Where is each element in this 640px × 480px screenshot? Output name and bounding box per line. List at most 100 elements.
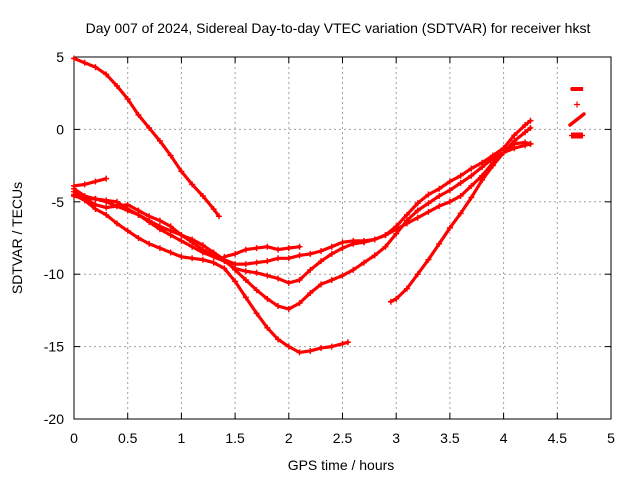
data-point xyxy=(253,310,260,317)
data-point xyxy=(275,255,282,262)
data-point xyxy=(124,227,131,234)
data-point xyxy=(425,208,432,215)
data-point xyxy=(436,193,443,200)
data-point xyxy=(242,276,249,283)
x-tick-label: 0 xyxy=(70,430,78,446)
data-point xyxy=(113,82,120,89)
data-point xyxy=(339,340,346,347)
data-point xyxy=(242,261,249,268)
data-point xyxy=(457,179,464,186)
data-point xyxy=(253,259,260,266)
data-point xyxy=(489,162,496,169)
x-tick-label: 3.5 xyxy=(440,430,460,446)
data-point xyxy=(414,214,421,221)
data-point xyxy=(318,258,325,265)
data-point xyxy=(199,249,206,256)
data-point xyxy=(511,140,518,147)
data-point xyxy=(425,191,432,198)
data-point xyxy=(339,239,346,246)
grid xyxy=(74,57,611,419)
data-point xyxy=(103,197,110,204)
data-point xyxy=(339,245,346,252)
data-point xyxy=(146,219,153,226)
data-point xyxy=(232,250,239,257)
data-point xyxy=(242,246,249,253)
series-4 xyxy=(71,140,534,312)
data-point xyxy=(285,245,292,252)
data-point xyxy=(264,243,271,250)
data-point xyxy=(479,177,486,184)
data-point xyxy=(387,298,394,305)
data-point xyxy=(296,300,303,307)
data-point xyxy=(393,295,400,302)
y-tick-labels: 5 0 -5 -10 -15 -20 xyxy=(44,49,64,427)
data-point xyxy=(275,336,282,343)
data-point xyxy=(318,248,325,255)
x-tick-label: 5 xyxy=(607,430,615,446)
data-point xyxy=(189,236,196,243)
legend-marker xyxy=(570,87,584,91)
data-point xyxy=(479,159,486,166)
series-3 xyxy=(71,191,351,356)
data-point xyxy=(339,272,346,279)
data-point xyxy=(307,347,314,354)
data-point xyxy=(113,198,120,205)
data-point xyxy=(81,181,88,188)
legend-entry xyxy=(569,132,585,139)
series-5 xyxy=(71,117,534,286)
series-7 xyxy=(221,243,303,260)
data-point xyxy=(328,243,335,250)
data-point xyxy=(527,124,534,131)
x-axis-label: GPS time / hours xyxy=(288,457,395,473)
data-point xyxy=(264,272,271,279)
series-layer xyxy=(71,55,534,356)
data-point xyxy=(307,266,314,273)
series-5-line xyxy=(72,119,533,285)
data-point xyxy=(318,281,325,288)
x-tick-label: 0.5 xyxy=(118,430,138,446)
data-point xyxy=(156,226,163,233)
data-point xyxy=(403,285,410,292)
data-point xyxy=(500,149,507,156)
data-point xyxy=(446,178,453,185)
data-point xyxy=(167,249,174,256)
data-point xyxy=(414,271,421,278)
series-6 xyxy=(71,175,110,189)
x-tick-label: 4.5 xyxy=(548,430,568,446)
legend-sample-diagonal xyxy=(568,112,586,127)
data-point xyxy=(178,253,185,260)
y-tick-label: -15 xyxy=(44,339,64,355)
data-point xyxy=(199,193,206,200)
x-tick-labels: 0 0.5 1 1.5 2 2.5 3 3.5 4 4.5 5 xyxy=(70,430,615,446)
series-4-line xyxy=(72,142,533,311)
data-point xyxy=(446,187,453,194)
data-point xyxy=(328,343,335,350)
data-point xyxy=(522,122,529,129)
data-point xyxy=(221,265,228,272)
data-point xyxy=(199,256,206,263)
data-point xyxy=(468,165,475,172)
data-point xyxy=(328,276,335,283)
data-point xyxy=(103,211,110,218)
data-point xyxy=(527,140,534,147)
data-point xyxy=(296,276,303,283)
data-point xyxy=(403,211,410,218)
data-point xyxy=(210,259,217,266)
data-point xyxy=(393,223,400,230)
legend-entry xyxy=(568,112,586,127)
data-point xyxy=(81,59,88,66)
data-point xyxy=(103,204,110,211)
data-point xyxy=(360,259,367,266)
data-point xyxy=(210,253,217,260)
data-point xyxy=(156,245,163,252)
x-tick-label: 2 xyxy=(285,430,293,446)
data-point xyxy=(350,240,357,247)
data-point xyxy=(468,182,475,189)
data-point xyxy=(253,269,260,276)
data-point xyxy=(414,200,421,207)
data-point xyxy=(264,295,271,302)
x-tick-label: 2.5 xyxy=(333,430,353,446)
data-point xyxy=(232,278,239,285)
data-point xyxy=(436,203,443,210)
data-point xyxy=(296,252,303,259)
